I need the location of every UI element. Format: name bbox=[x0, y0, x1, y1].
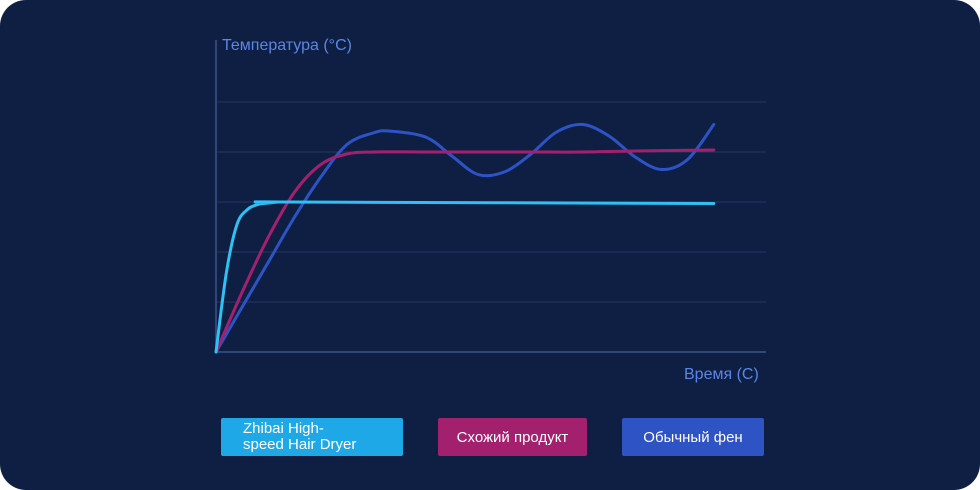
legend-label-line1: Zhibai High- bbox=[243, 420, 324, 437]
legend-item-similar-product[interactable]: Схожий продукт bbox=[438, 418, 587, 456]
legend-label: Схожий продукт bbox=[456, 428, 569, 446]
y-axis-label: Температура (°С) bbox=[222, 37, 352, 54]
series-line-similar-product bbox=[214, 148, 716, 354]
legend-item-zhibai[interactable]: Zhibai High- speed Hair Dryer bbox=[221, 418, 403, 456]
series-line-zhibai bbox=[214, 200, 716, 354]
legend-label: Обычный фен bbox=[643, 428, 743, 446]
series-line-regular-dryer bbox=[214, 122, 716, 354]
x-axis-label: Время (С) bbox=[684, 366, 759, 383]
legend-label-line2: speed Hair Dryer bbox=[243, 436, 357, 453]
legend-item-regular-dryer[interactable]: Обычный фен bbox=[622, 418, 764, 456]
